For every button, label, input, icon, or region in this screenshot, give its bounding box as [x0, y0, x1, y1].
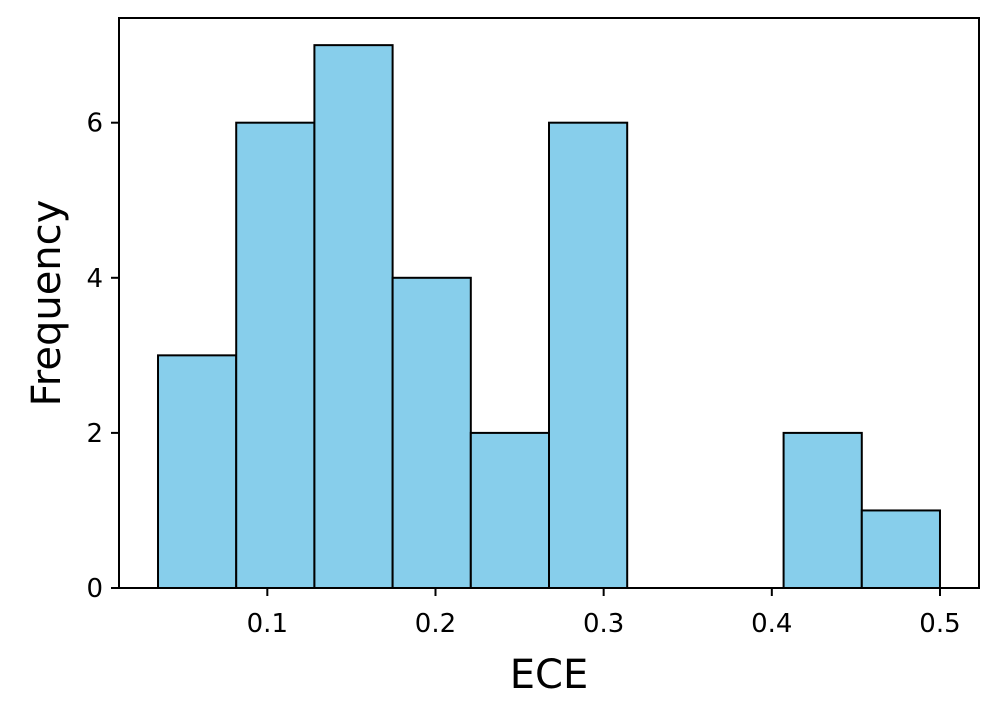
y-axis-label: Frequency: [24, 200, 70, 407]
y-tick-label: 0: [86, 574, 103, 604]
y-tick-label: 4: [86, 264, 103, 294]
plot-area-frame: [118, 17, 980, 589]
x-tick-label: 0.3: [583, 609, 624, 639]
x-tick-label: 0.5: [919, 609, 960, 639]
histogram-bar: [782, 431, 863, 589]
histogram-bar: [469, 431, 550, 589]
y-axis-ticks: 0 2 4 6: [86, 109, 119, 604]
histogram-bar: [860, 509, 941, 589]
x-tick-label: 0.2: [415, 609, 456, 639]
x-axis-label: ECE: [510, 652, 588, 698]
histogram-bar: [548, 121, 629, 589]
y-tick-label: 6: [86, 109, 103, 139]
x-tick-label: 0.1: [247, 609, 288, 639]
histogram-bar: [235, 121, 316, 589]
x-tick-label: 0.4: [751, 609, 792, 639]
y-tick-label: 2: [86, 419, 103, 449]
x-axis-ticks: 0.1 0.2 0.3 0.4 0.5: [247, 588, 961, 639]
histogram-bar: [157, 354, 238, 589]
histogram-bar: [313, 44, 394, 589]
histogram-bar: [391, 276, 472, 589]
bars-layer: [157, 44, 941, 589]
